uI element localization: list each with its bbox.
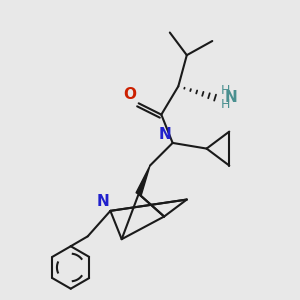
- Text: N: N: [96, 194, 109, 209]
- Text: N: N: [158, 127, 171, 142]
- Polygon shape: [136, 166, 150, 195]
- Text: O: O: [123, 87, 136, 102]
- Text: N: N: [224, 90, 237, 105]
- Text: H: H: [220, 98, 230, 111]
- Text: H: H: [220, 84, 230, 97]
